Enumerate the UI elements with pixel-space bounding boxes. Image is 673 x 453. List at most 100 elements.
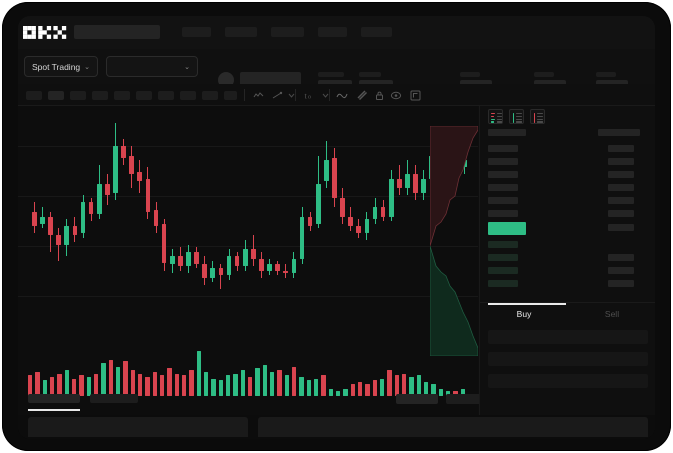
orderbook-row[interactable] [488,241,518,248]
volume-bar [189,370,194,396]
timeframe-chip-2[interactable] [48,91,64,100]
candle [364,106,370,306]
timeframe-chip-1[interactable] [26,91,42,100]
ticker-stat-5 [596,72,628,86]
header-nav-item-3[interactable] [271,27,304,37]
header-nav-item-1[interactable] [182,27,211,37]
orderbook-row[interactable] [488,254,518,261]
volume-bar [328,389,334,396]
volume-bar [64,370,70,396]
orderbook-row[interactable] [488,184,518,191]
chevron-down-icon[interactable] [318,88,332,102]
candle-body [388,179,394,217]
volume-bar [262,364,268,396]
volume-bar [145,376,150,396]
candle-body [202,263,208,278]
price-chart-panel[interactable] [18,106,488,439]
magnet-icon[interactable] [355,88,369,102]
fullscreen-icon[interactable] [408,88,422,102]
orderbook-row[interactable] [488,280,518,287]
timeframe-chip-9[interactable] [202,91,218,100]
volume-bar [424,382,429,396]
timeframe-chip-5[interactable] [114,91,130,100]
volume-bar [42,380,48,396]
volume-bar [453,390,458,396]
wave-icon[interactable] [335,88,349,102]
indicator-icon[interactable] [251,88,265,102]
volume-bar [123,361,128,396]
candle [397,106,402,306]
chart-tab-active-underline [28,409,80,411]
lock-icon[interactable] [372,88,386,102]
okx-logo[interactable] [23,25,67,39]
timeframe-chip-7[interactable] [158,91,174,100]
orderbook-row-highlighted[interactable] [488,222,526,235]
volume-bar [284,375,290,396]
candle [315,106,321,306]
orderbook-mode-both[interactable] [488,109,503,124]
orderbook-row[interactable] [488,171,518,178]
tab-buy[interactable]: Buy [516,309,532,319]
orderbook-rows[interactable] [480,129,655,302]
tab-sell[interactable]: Sell [604,309,620,319]
orderbook-row[interactable] [488,267,518,274]
order-form-field-2[interactable] [488,352,648,366]
orderbook-row[interactable] [488,158,518,165]
candle [356,106,362,306]
candle-body [218,268,224,276]
candle-body [161,223,167,264]
timeframe-chip-10[interactable] [224,91,237,100]
candle-body [113,146,118,194]
chart-tab-2[interactable] [90,394,138,403]
candle-body [40,216,45,224]
orderbook-mode-bids[interactable] [509,109,524,124]
candle [291,106,297,306]
candle-body [364,218,370,233]
header-nav-item-4[interactable] [318,27,347,37]
volume-bar [270,371,275,396]
trading-mode-select[interactable]: Spot Trading ⌄ [24,56,98,77]
orderbook-row[interactable] [488,129,526,136]
timeframe-chip-4[interactable] [92,91,108,100]
header-nav-item-5[interactable] [361,27,392,37]
candle-body [315,183,321,224]
header-search-placeholder[interactable] [74,25,160,39]
chevron-down-icon[interactable] [284,88,298,102]
orderbook-row[interactable] [488,145,518,152]
candle [96,106,102,306]
trading-pair-select[interactable]: ⌄ [106,56,198,77]
timeframe-chip-8[interactable] [180,91,196,100]
order-form-field-3[interactable] [488,374,648,388]
volume-bar [431,383,436,396]
orderbook-row[interactable] [488,197,518,204]
volume-bar [211,378,216,396]
trend-line-icon[interactable] [270,88,284,102]
orderbook-row[interactable] [488,210,518,217]
orderbook-row-value [608,254,634,261]
chevron-down-icon: ⌄ [184,63,190,71]
timeframe-chip-3[interactable] [70,91,86,100]
dock-panel-1[interactable] [28,417,248,437]
candle-body [275,263,281,271]
volume-bar [86,376,92,396]
order-form-field-1[interactable] [488,330,648,344]
header-nav-item-2[interactable] [225,27,257,37]
timeframe-chip-6[interactable] [136,91,152,100]
orderbook-mode-asks[interactable] [530,109,545,124]
volume-bar [343,389,348,396]
candle [242,106,248,306]
candle-body [169,256,175,264]
chart-gridline [18,246,478,247]
dock-panel-2[interactable] [258,417,648,437]
candle-body [299,216,305,259]
candlestick-series [18,106,478,306]
candle-body [210,268,216,278]
eye-icon[interactable] [389,88,403,102]
svg-text:t: t [304,91,307,100]
chart-action-button-2[interactable] [446,394,488,404]
chart-action-button-1[interactable] [396,394,438,404]
chart-tab-1[interactable] [28,394,80,403]
candle-body [413,174,418,194]
volume-bar [226,375,231,396]
